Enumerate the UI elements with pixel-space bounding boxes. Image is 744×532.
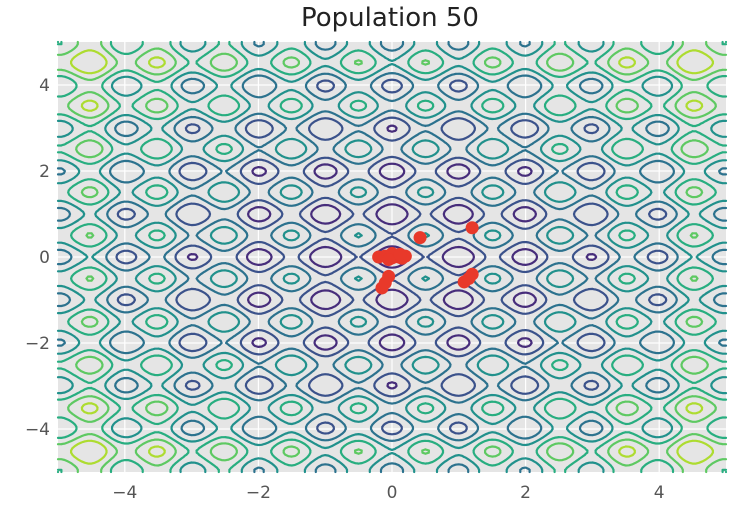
x-axis-ticks: −4 −2 0 2 4	[112, 483, 664, 503]
x-tick-label: −2	[246, 483, 271, 503]
x-tick-label: −4	[112, 483, 137, 503]
x-tick-label: 4	[654, 483, 665, 503]
contour-level	[56, 40, 728, 474]
contour-level	[115, 78, 669, 436]
population-point	[382, 253, 396, 267]
y-tick-label: −4	[25, 420, 50, 440]
population-point	[465, 221, 479, 235]
contour-level	[56, 40, 728, 474]
y-tick-label: 0	[39, 248, 50, 268]
contour-lines	[56, 40, 728, 474]
population-point	[413, 231, 427, 245]
population-points	[372, 221, 479, 295]
population-point	[393, 247, 407, 261]
y-axis-ticks: 4 2 0 −2 −4	[25, 76, 50, 440]
x-tick-label: 0	[387, 483, 398, 503]
y-tick-label: −2	[25, 334, 50, 354]
x-tick-label: 2	[520, 483, 531, 503]
population-point	[462, 272, 476, 285]
y-tick-label: 4	[39, 76, 50, 96]
contour-level	[56, 40, 728, 474]
y-tick-label: 2	[39, 162, 50, 182]
contour-level	[56, 40, 728, 474]
contour-level	[70, 49, 714, 465]
population-point	[378, 276, 392, 290]
contour-level	[186, 124, 598, 390]
chart-title: Population 50	[301, 3, 479, 33]
